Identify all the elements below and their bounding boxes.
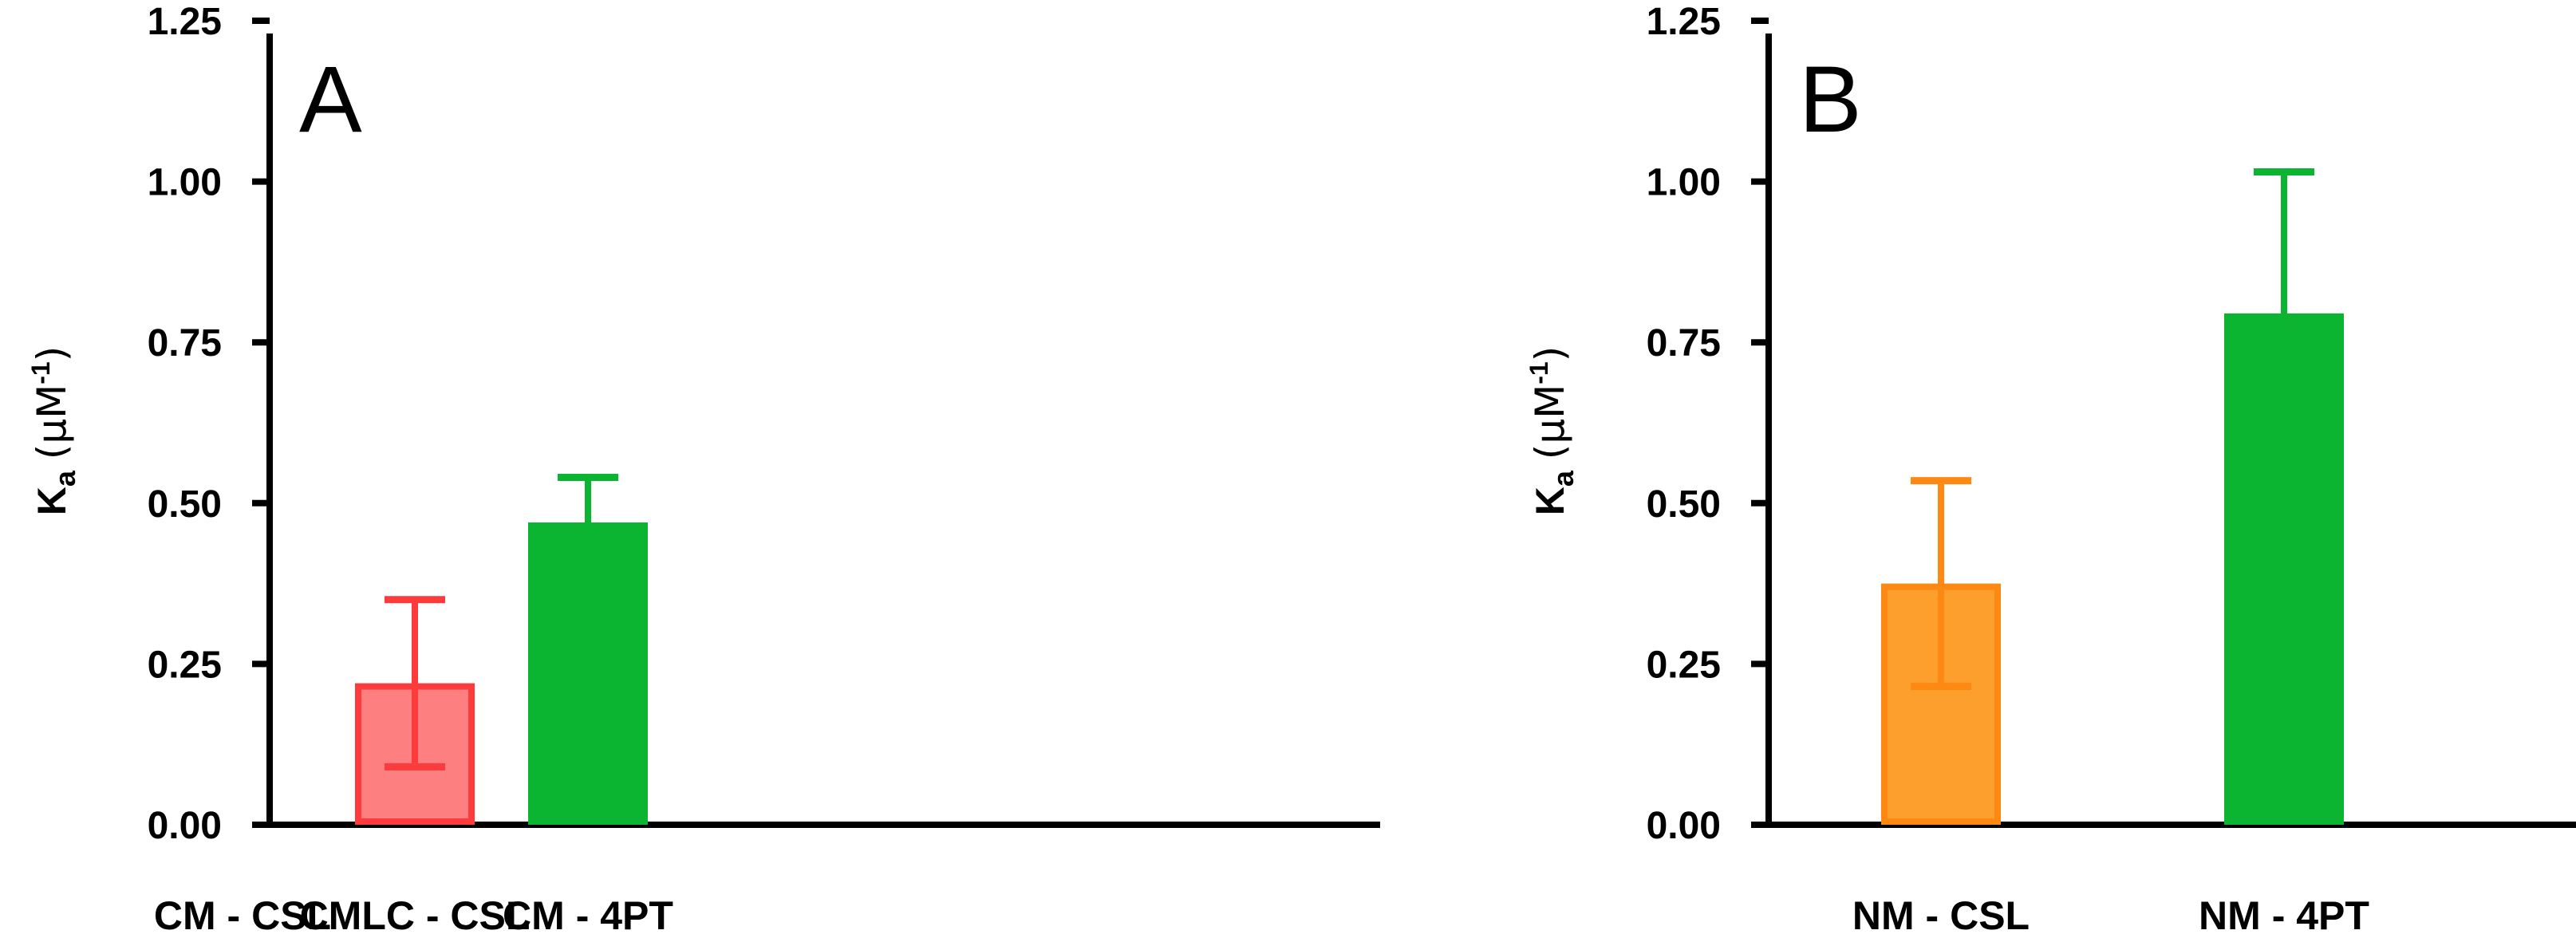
y-ticks-b: 0.00 0.25 0.50 0.75 1.00 1.25 [1647,1,1769,847]
y-tick-label-a-3: 0.75 [148,322,222,365]
category-label-a-2: CM - 4PT [503,893,673,938]
y-tick-label-b-3: 0.75 [1647,322,1721,365]
category-label-a-1: CMLC - CSL [300,893,531,938]
y-tick-label-a-0: 0.00 [148,805,222,847]
bar-a-2 [528,522,648,825]
y-tick-label-a-2: 0.50 [148,483,222,526]
y-tick-label-b-0: 0.00 [1647,805,1721,847]
y-tick-label-b-2: 0.50 [1647,483,1721,526]
y-axis-label-b: Ka (µM-1) [1525,346,1580,515]
panel-b: B 0.000.250.500.751.001.25 NM - CSL NM - … [1525,1,2576,938]
panel-label-a: A [299,47,362,152]
y-tick-label-a-4: 1.00 [148,162,222,204]
panel-a: A 0.00 0.25 0.50 0.75 1.00 1.25 CM - CSLCMLC … [26,1,1380,938]
category-label-b-0: NM - CSL [1852,893,2030,938]
y-tick-label-a-5: 1.25 [148,1,222,43]
y-tick-label-b-1: 0.25 [1647,644,1721,686]
panel-label-b: B [1799,47,1862,152]
category-label-a-0: CM - CSL [154,893,331,938]
y-tick-label-b-4: 1.00 [1647,162,1721,204]
y-tick-label-b-5: 1.25 [1647,1,1721,43]
y-axis-label-a: Ka (µM-1) [26,346,81,515]
bars-b: NM - CSL NM - 4PT [1852,168,2369,938]
y-ticks-a: 0.00 0.25 0.50 0.75 1.00 1.25 [148,1,270,847]
category-label-b-1: NM - 4PT [2199,893,2369,938]
y-tick-label-a-1: 0.25 [148,644,222,686]
